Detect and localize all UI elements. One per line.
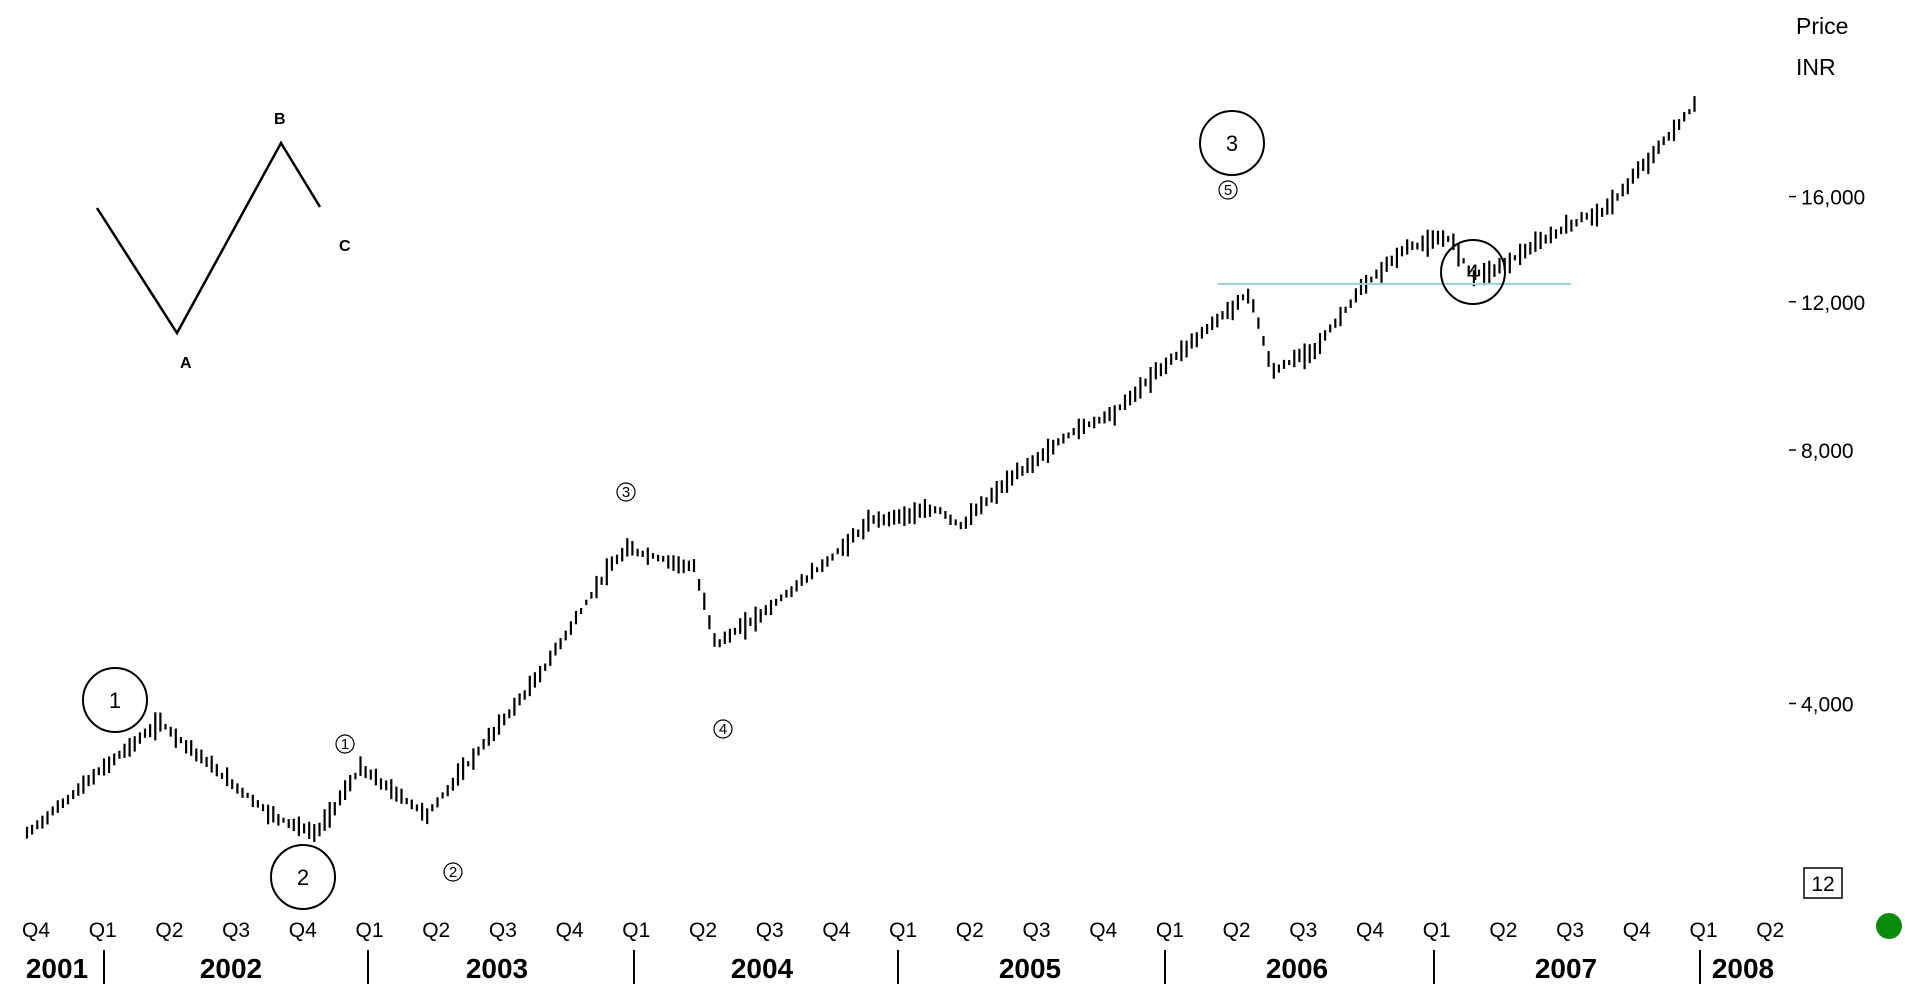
x-quarter-label: Q1 bbox=[89, 919, 117, 942]
x-quarter-label: Q1 bbox=[1423, 919, 1451, 942]
abc-sketch: A B C bbox=[95, 111, 351, 372]
y-axis-unit: INR bbox=[1796, 54, 1836, 80]
x-quarter-label: Q4 bbox=[289, 919, 317, 942]
x-quarter-label: Q3 bbox=[489, 919, 517, 942]
x-quarter-label: Q2 bbox=[689, 919, 717, 942]
abc-label-b: B bbox=[274, 111, 286, 128]
x-year-label: 2005 bbox=[999, 953, 1061, 984]
wave-minor-label-4: 4 bbox=[719, 721, 727, 738]
price-bars bbox=[25, 96, 1696, 843]
x-year-label: 2008 bbox=[1712, 953, 1774, 984]
wave-minor-label-3: 3 bbox=[622, 484, 630, 501]
x-year-label: 2003 bbox=[466, 953, 528, 984]
x-quarter-label: Q2 bbox=[956, 919, 984, 942]
wave-minor-circle-4 bbox=[713, 719, 733, 739]
wave-annotations: 1 2 3 4 1 2 3 4 5 bbox=[82, 110, 1506, 910]
wave-minor-circle-3 bbox=[616, 482, 636, 502]
wave-minor-circle-5 bbox=[1218, 180, 1238, 200]
wave-major-label-3: 3 bbox=[1226, 131, 1238, 156]
x-quarter-label: Q2 bbox=[155, 919, 183, 942]
x-quarter-label: Q4 bbox=[556, 919, 584, 942]
x-quarter-label: Q3 bbox=[1556, 919, 1584, 942]
x-quarter-label: Q2 bbox=[1223, 919, 1251, 942]
x-year-label: 2006 bbox=[1266, 953, 1328, 984]
y-axis-title: Price bbox=[1796, 13, 1848, 39]
y-tick-label: 4,000 bbox=[1801, 694, 1854, 717]
wave-major-label-4: 4 bbox=[1467, 260, 1479, 285]
status-indicator-icon bbox=[1876, 913, 1902, 939]
x-quarter-label: Q1 bbox=[889, 919, 917, 942]
wave-minor-circle-1 bbox=[335, 734, 355, 754]
wave-major-label-1: 1 bbox=[109, 688, 121, 713]
wave-major-label-2: 2 bbox=[297, 865, 309, 890]
x-axis: Q4 Q1 Q2 Q3 Q4 Q1 Q2 Q3 Q4 Q1 Q2 Q3 Q4 Q1 Q2 Q3 Q4 Q1 Q2 Q3… bbox=[22, 919, 1784, 984]
wave-major-circle-2 bbox=[270, 844, 336, 910]
y-tick-label: 16,000 bbox=[1801, 187, 1865, 210]
abc-label-c: C bbox=[339, 238, 351, 255]
x-quarter-label: Q3 bbox=[222, 919, 250, 942]
y-tick-label: 12,000 bbox=[1801, 292, 1865, 315]
x-quarter-label: Q3 bbox=[1022, 919, 1050, 942]
wave-minor-label-2: 2 bbox=[449, 864, 457, 881]
x-quarter-label: Q4 bbox=[822, 919, 850, 942]
x-quarter-label: Q3 bbox=[756, 919, 784, 942]
x-quarter-label: Q4 bbox=[1089, 919, 1117, 942]
x-quarter-label: Q4 bbox=[1356, 919, 1384, 942]
x-quarter-label: Q2 bbox=[1489, 919, 1517, 942]
abc-sketch-line bbox=[95, 140, 322, 336]
periodicity-box: 12 bbox=[1803, 867, 1843, 899]
x-quarter-label: Q1 bbox=[1156, 919, 1184, 942]
x-quarter-label: Q4 bbox=[22, 919, 50, 942]
x-quarter-label: Q1 bbox=[1689, 919, 1717, 942]
wave-minor-label-5: 5 bbox=[1224, 182, 1232, 199]
x-year-label: 2002 bbox=[200, 953, 262, 984]
x-year-label: 2001 bbox=[26, 953, 88, 984]
periodicity-label: 12 bbox=[1811, 873, 1834, 896]
periodicity-box-frame bbox=[1803, 867, 1843, 899]
x-quarter-label: Q1 bbox=[622, 919, 650, 942]
wave-minor-circle-2 bbox=[443, 862, 463, 882]
y-tick-label: 8,000 bbox=[1801, 440, 1854, 463]
x-year-label: 2007 bbox=[1535, 953, 1597, 984]
wave-major-circle-3 bbox=[1199, 110, 1265, 176]
wave-minor-label-1: 1 bbox=[341, 736, 349, 753]
x-quarter-label: Q1 bbox=[355, 919, 383, 942]
x-quarter-label: Q3 bbox=[1289, 919, 1317, 942]
x-quarter-label: Q2 bbox=[422, 919, 450, 942]
x-quarter-label: Q4 bbox=[1623, 919, 1651, 942]
wave-major-circle-4 bbox=[1440, 239, 1506, 305]
y-axis: Price INR 4,000 8,000 12,000 16,000 bbox=[1789, 13, 1865, 717]
x-year-label: 2004 bbox=[731, 953, 794, 984]
x-quarter-label: Q2 bbox=[1756, 919, 1784, 942]
abc-label-a: A bbox=[180, 355, 192, 372]
wave-major-circle-1 bbox=[82, 667, 148, 733]
